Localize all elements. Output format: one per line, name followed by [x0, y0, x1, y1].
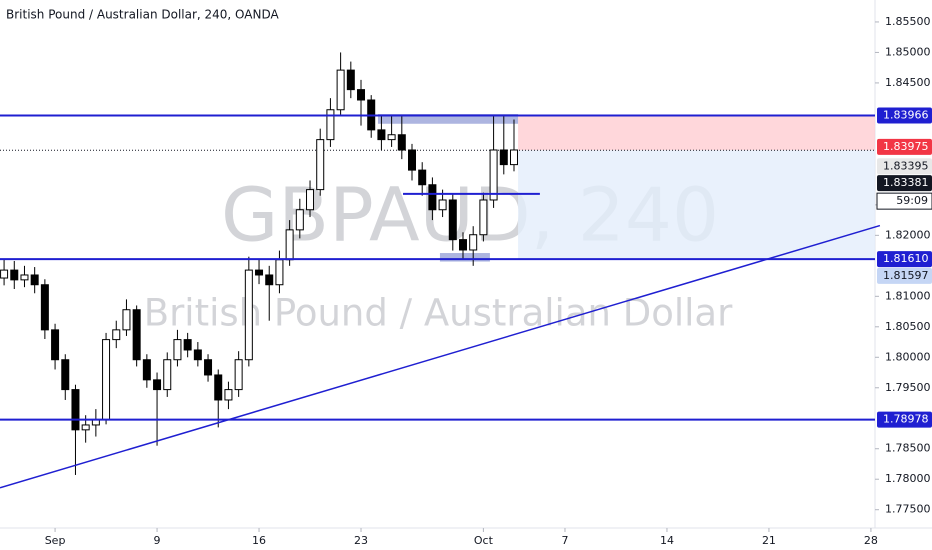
x-tick-label: 7: [561, 534, 568, 547]
x-tick-label: 28: [864, 534, 878, 547]
candle-body: [163, 359, 172, 391]
position-target-zone: [518, 150, 875, 260]
candle-body: [81, 424, 90, 431]
candle-body: [112, 329, 121, 341]
candle-body: [306, 189, 315, 211]
price-tag-label: 1.83381: [883, 176, 929, 189]
candle-body: [438, 199, 447, 211]
candle-body: [295, 209, 304, 231]
price-tag: [877, 158, 932, 175]
price-tag: [877, 107, 932, 124]
candle-body: [10, 269, 19, 281]
price-tag-label: 1.81597: [883, 269, 929, 282]
candle-body: [275, 259, 284, 286]
candle-body: [234, 359, 243, 391]
position-stop-zone: [518, 114, 875, 151]
x-tick-label: Oct: [474, 534, 494, 547]
price-tag: [877, 251, 932, 268]
candle-body: [326, 109, 335, 141]
zone-rectangle: [439, 253, 490, 262]
price-tag: [877, 267, 932, 284]
candle-body: [489, 149, 498, 201]
candle-body: [408, 149, 417, 171]
candle-body: [509, 149, 518, 166]
price-tag: [877, 175, 932, 192]
x-tick-label: 21: [762, 534, 776, 547]
x-tick-label: 16: [252, 534, 266, 547]
price-tag-label: 1.81610: [883, 252, 929, 265]
y-tick-label: 1.80500: [885, 320, 931, 333]
candle-body: [387, 134, 396, 141]
candle-body: [285, 229, 294, 261]
price-tag-label: 1.83975: [883, 140, 929, 153]
chart-title: British Pound / Australian Dollar, 240, …: [6, 8, 280, 22]
candle-body: [20, 274, 29, 281]
y-tick-label: 1.80000: [885, 350, 931, 363]
x-tick-label: 23: [354, 534, 368, 547]
y-tick-label: 1.84500: [885, 76, 931, 89]
y-tick-label: 1.81000: [885, 289, 931, 302]
x-tick-label: 14: [660, 534, 674, 547]
candle-body: [204, 359, 213, 376]
candle-body: [132, 309, 141, 361]
x-tick-label: 9: [154, 534, 161, 547]
y-tick-label: 1.78500: [885, 442, 931, 455]
price-tag: [877, 411, 932, 428]
candle-body: [173, 339, 182, 361]
candle-body: [224, 389, 233, 401]
countdown: 59:09: [896, 194, 928, 207]
candle-body: [102, 339, 111, 420]
price-tag-label: 1.78978: [883, 413, 929, 426]
candle-body: [0, 269, 9, 279]
watermark-name: British Pound / Australian Dollar: [144, 292, 733, 335]
candle-body: [40, 284, 49, 331]
candle-body: [428, 184, 437, 211]
candle-body: [479, 199, 488, 236]
candle-body: [499, 149, 508, 166]
y-tick-label: 1.85500: [885, 15, 931, 28]
y-tick-label: 1.79500: [885, 381, 931, 394]
candle-body: [357, 89, 366, 101]
candle-body: [244, 269, 253, 361]
price-tag-label: 1.83395: [883, 159, 929, 172]
candle-body: [458, 239, 467, 251]
candle-body: [448, 199, 457, 241]
candle-body: [142, 359, 151, 381]
x-tick-label: Sep: [45, 534, 66, 547]
candle-body: [183, 339, 192, 351]
candle-body: [193, 349, 202, 361]
candle-body: [336, 69, 345, 111]
candle-body: [71, 389, 80, 431]
candle-body: [30, 274, 39, 286]
candle-body: [397, 134, 406, 151]
price-tag: [877, 138, 932, 155]
candle-body: [153, 379, 162, 391]
zone-rectangle: [377, 114, 519, 124]
candle-body: [61, 359, 70, 391]
trendline: [0, 224, 881, 489]
y-tick-label: 1.85000: [885, 45, 931, 58]
candle-body: [316, 139, 325, 191]
candle-body: [265, 274, 274, 286]
candle-body: [346, 69, 355, 91]
countdown-box: [876, 192, 932, 210]
candle-body: [214, 374, 223, 401]
candle-body: [377, 129, 386, 141]
candle-body: [469, 234, 478, 251]
candle-body: [418, 169, 427, 186]
candle-body: [255, 269, 264, 276]
y-tick-label: 1.77500: [885, 503, 931, 516]
candle-body: [51, 329, 60, 361]
candle-body: [122, 309, 131, 331]
y-tick-label: 1.78000: [885, 472, 931, 485]
price-tag-label: 1.83966: [883, 108, 929, 121]
y-tick-label: 1.82000: [885, 228, 931, 241]
